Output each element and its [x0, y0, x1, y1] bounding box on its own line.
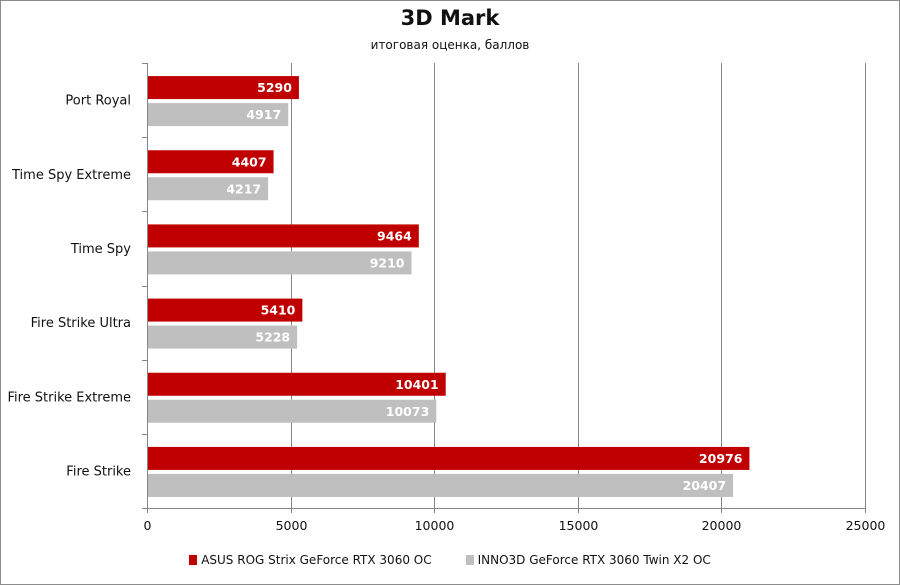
category-label: Fire Strike Extreme	[7, 390, 131, 405]
legend-label-inno3d: INNO3D GeForce RTX 3060 Twin X2 OC	[477, 553, 711, 567]
data-label: 4217	[226, 181, 261, 196]
bar-inno3d	[148, 177, 269, 201]
category-label: Time Spy Extreme	[11, 168, 131, 183]
x-tick-label: 15000	[559, 518, 599, 533]
data-label: 9210	[370, 255, 405, 270]
bar-inno3d	[148, 473, 734, 497]
data-label: 4407	[232, 154, 267, 169]
x-tick-label: 25000	[846, 518, 886, 533]
legend-item-asus: ASUS ROG Strix GeForce RTX 3060 OC	[189, 553, 432, 567]
bar-inno3d	[148, 325, 298, 349]
legend-swatch-asus	[189, 555, 198, 565]
bar-inno3d	[148, 399, 437, 423]
data-label: 5228	[255, 330, 290, 345]
chart-subtitle: итоговая оценка, баллов	[370, 38, 530, 52]
data-label: 5410	[261, 303, 296, 318]
bar-asus	[148, 298, 303, 322]
x-tick-label: 10000	[415, 518, 455, 533]
data-label: 5290	[257, 80, 292, 95]
x-tick-label: 5000	[276, 518, 308, 533]
data-label: 10073	[386, 404, 430, 419]
category-label: Fire Strike Ultra	[31, 316, 131, 331]
data-label: 9464	[377, 228, 412, 243]
category-label: Fire Strike	[66, 464, 131, 479]
bar-inno3d	[148, 251, 412, 275]
bar-asus	[148, 76, 299, 100]
x-tick-label: 20000	[702, 518, 742, 533]
legend: ASUS ROG Strix GeForce RTX 3060 OC INNO3…	[0, 553, 900, 567]
data-label: 10401	[395, 377, 439, 392]
x-tick-label: 0	[144, 518, 152, 533]
category-label: Port Royal	[65, 94, 131, 109]
data-label: 20976	[699, 451, 743, 466]
legend-swatch-inno3d	[465, 555, 474, 565]
bar-inno3d	[148, 103, 289, 127]
bar-asus	[148, 150, 274, 174]
chart-title: 3D Mark	[400, 6, 500, 30]
bar-asus	[148, 372, 446, 396]
legend-label-asus: ASUS ROG Strix GeForce RTX 3060 OC	[201, 553, 432, 567]
data-label: 20407	[683, 478, 727, 493]
data-label: 4917	[246, 107, 281, 122]
bar-asus	[148, 446, 750, 470]
bar-asus	[148, 224, 419, 248]
category-label: Time Spy	[70, 242, 131, 257]
legend-item-inno3d: INNO3D GeForce RTX 3060 Twin X2 OC	[465, 553, 711, 567]
